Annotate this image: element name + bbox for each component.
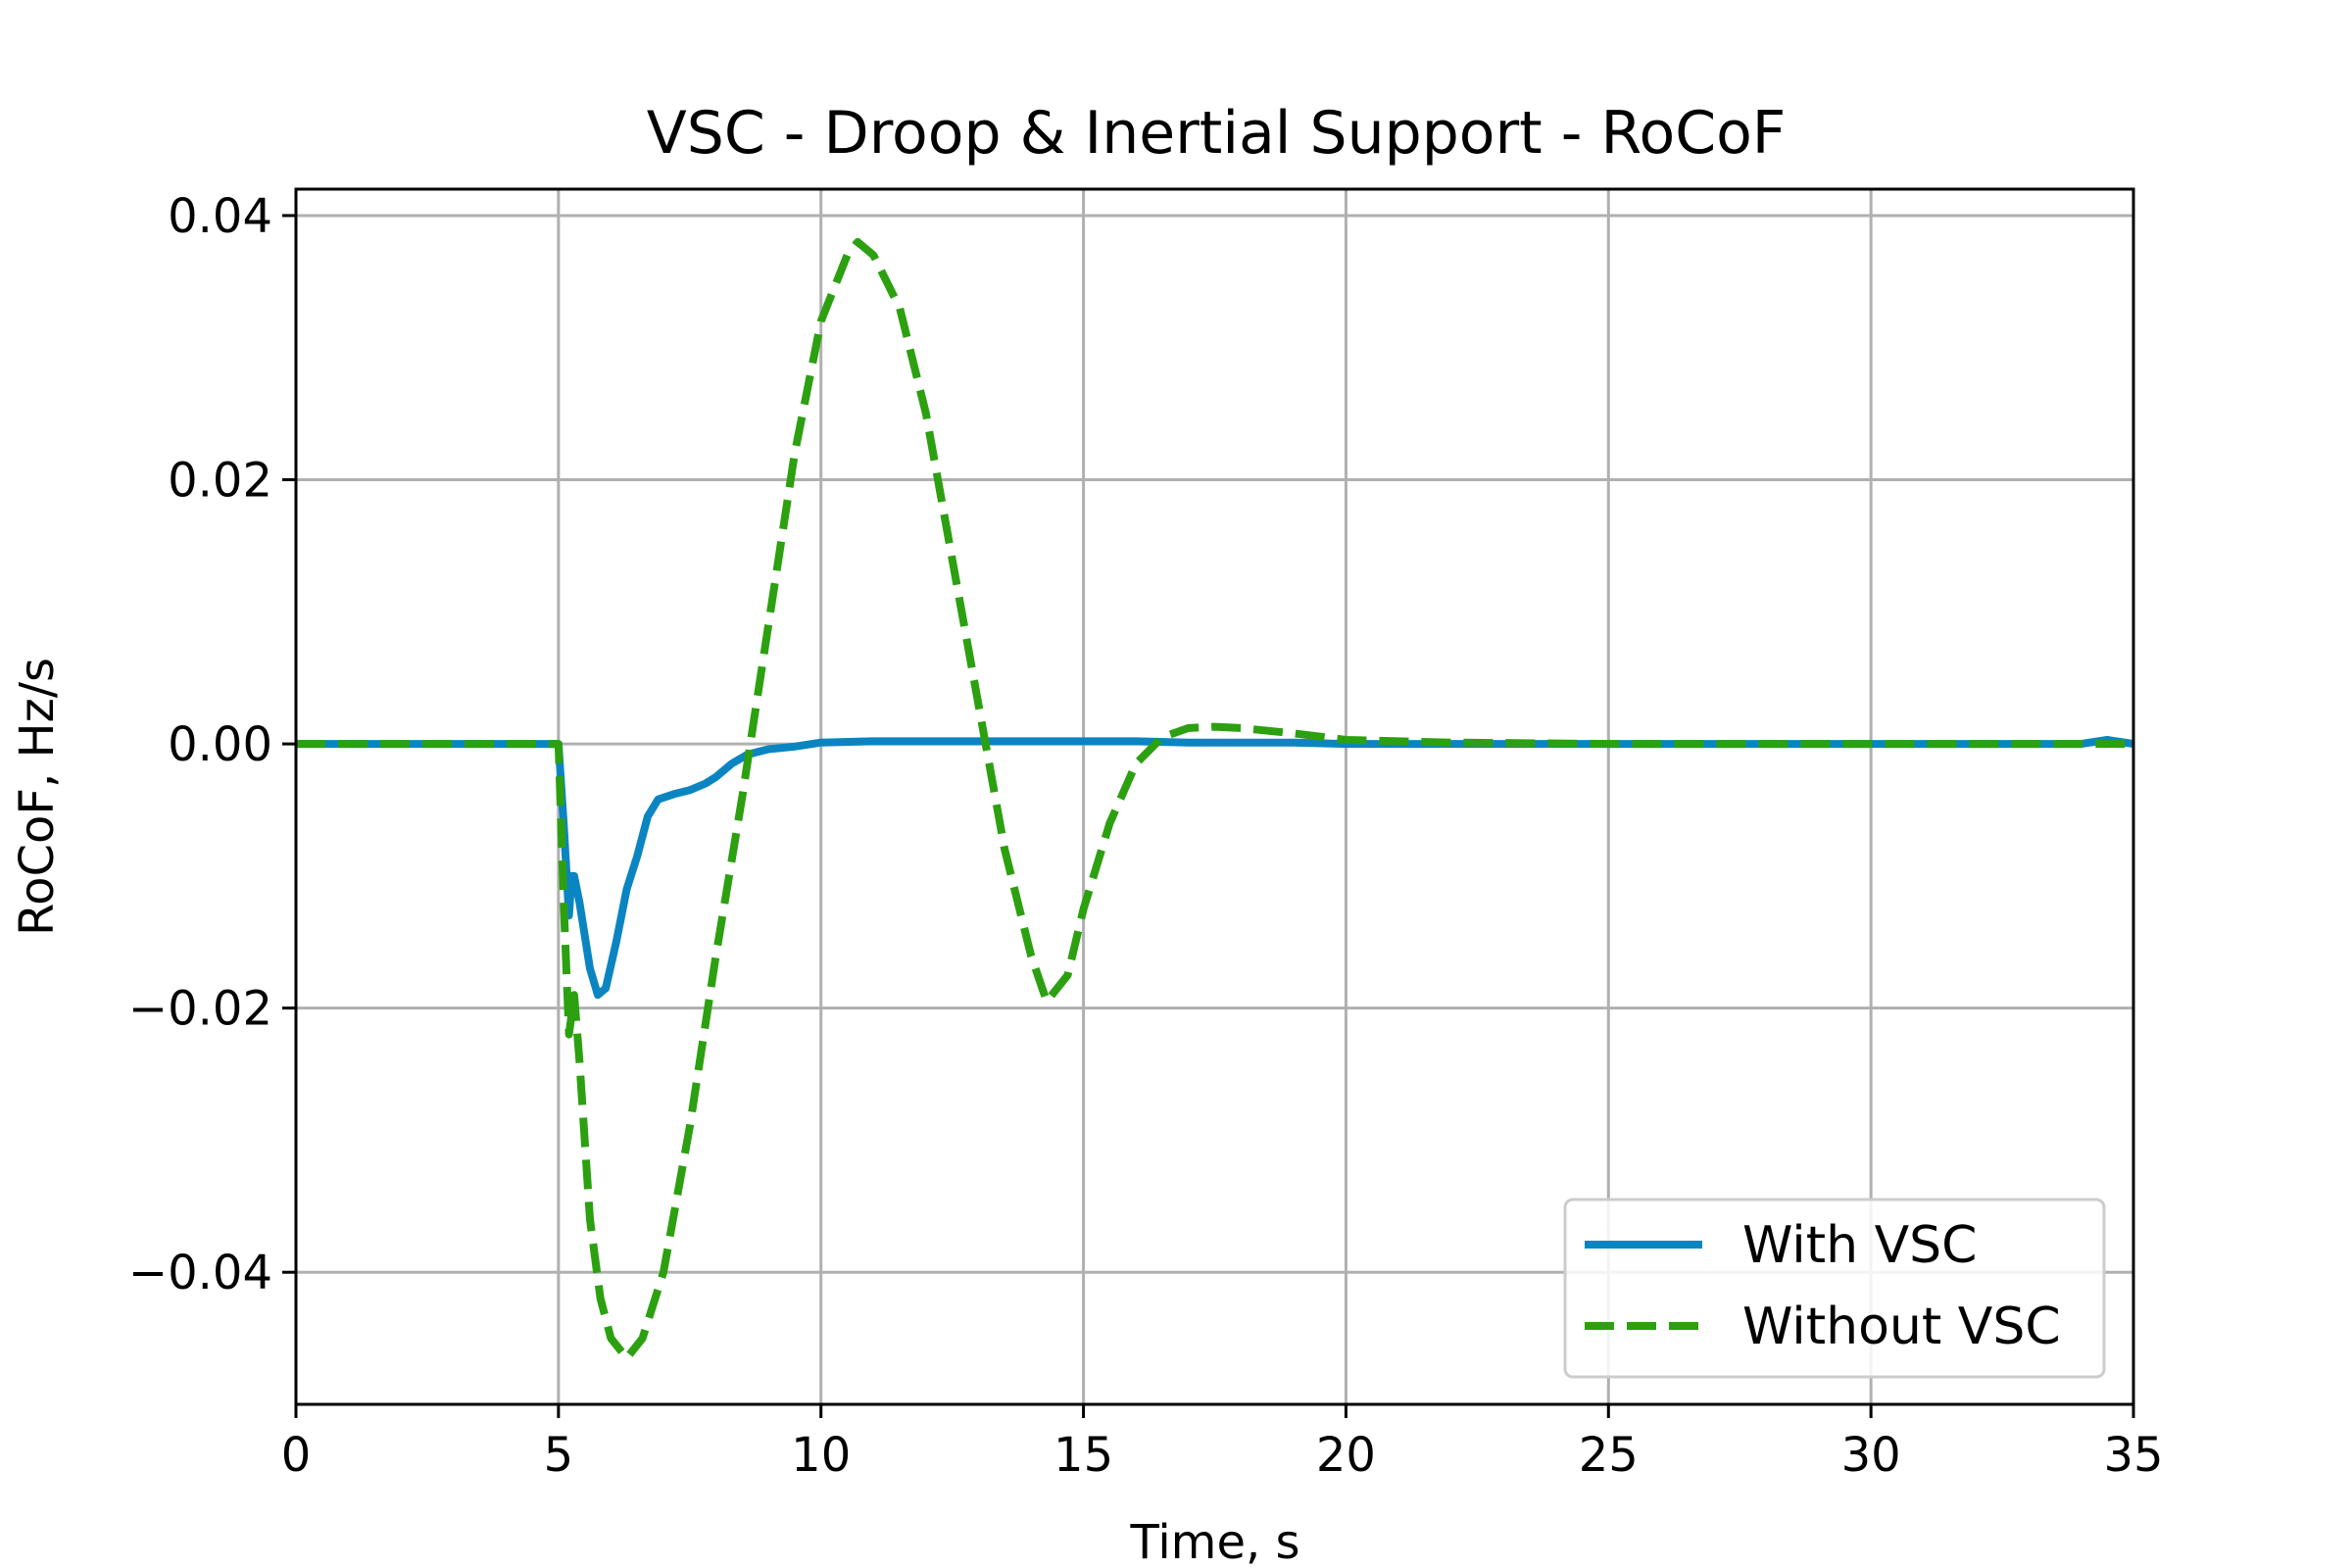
series-layer [296, 237, 2134, 1362]
x-axis-label: Time, s [1130, 1515, 1300, 1568]
y-tick-label: −0.04 [128, 1246, 272, 1300]
y-axis-label: RoCoF, Hz/s [10, 658, 65, 936]
x-tick-label: 0 [281, 1428, 312, 1483]
ticks: 0 5 10 15 20 25 30 35 −0.04 −0.02 0.00 0.02 0.04 [128, 189, 2164, 1483]
y-tick-label: 0.04 [168, 189, 272, 244]
legend: With VSC Without VSC [1563, 1198, 2106, 1379]
legend-label-with-vsc: With VSC [1742, 1216, 1977, 1275]
x-tick-label: 10 [791, 1428, 851, 1483]
plot-frame [294, 187, 2135, 1406]
legend-label-without-vsc: Without VSC [1742, 1298, 2061, 1356]
y-tick-label: 0.00 [168, 717, 272, 772]
x-tick-label: 15 [1054, 1428, 1113, 1483]
chart-title: VSC - Droop & Inertial Support - RoCoF [647, 99, 1787, 168]
y-tick-label: 0.02 [168, 454, 272, 509]
x-tick-label: 20 [1316, 1428, 1376, 1483]
x-tick-label: 5 [544, 1428, 574, 1483]
x-tick-label: 30 [1841, 1428, 1901, 1483]
y-tick-label: −0.02 [128, 982, 272, 1037]
x-tick-label: 35 [2103, 1428, 2163, 1483]
x-tick-label: 25 [1579, 1428, 1639, 1483]
series-line-without-vsc [296, 237, 2133, 1362]
